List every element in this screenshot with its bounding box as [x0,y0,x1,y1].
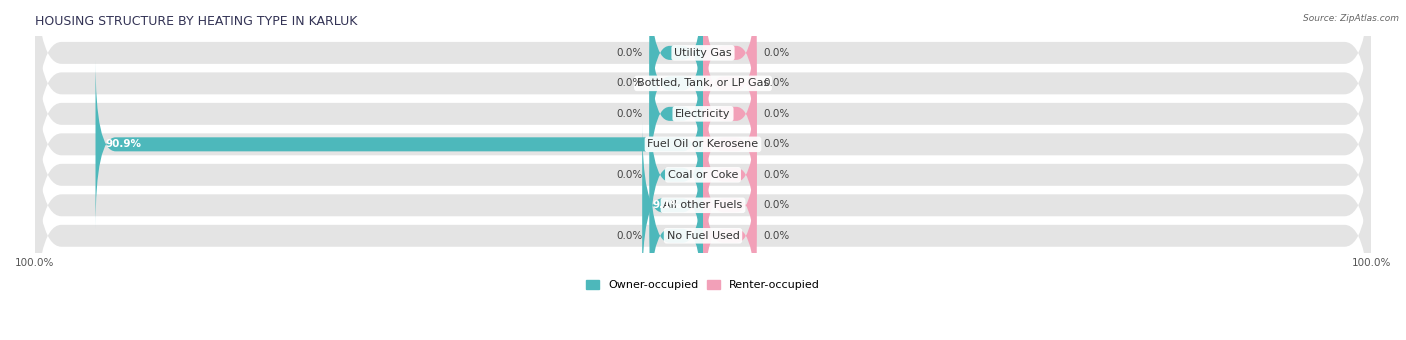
FancyBboxPatch shape [35,125,1371,340]
Text: 0.0%: 0.0% [763,200,789,210]
Text: Bottled, Tank, or LP Gas: Bottled, Tank, or LP Gas [637,78,769,88]
Text: Coal or Coke: Coal or Coke [668,170,738,180]
FancyBboxPatch shape [703,90,756,259]
FancyBboxPatch shape [35,94,1371,316]
FancyBboxPatch shape [35,33,1371,255]
Text: 0.0%: 0.0% [617,170,643,180]
Text: Electricity: Electricity [675,109,731,119]
FancyBboxPatch shape [35,0,1371,164]
FancyBboxPatch shape [703,151,756,320]
Text: 90.9%: 90.9% [105,139,142,149]
FancyBboxPatch shape [650,90,703,259]
FancyBboxPatch shape [703,0,756,168]
FancyBboxPatch shape [96,60,703,229]
FancyBboxPatch shape [35,3,1371,225]
Text: 9.1%: 9.1% [652,200,681,210]
Text: Source: ZipAtlas.com: Source: ZipAtlas.com [1303,14,1399,22]
Text: 0.0%: 0.0% [763,170,789,180]
FancyBboxPatch shape [703,29,756,198]
FancyBboxPatch shape [650,151,703,320]
FancyBboxPatch shape [35,64,1371,286]
FancyBboxPatch shape [703,0,756,137]
Text: Utility Gas: Utility Gas [675,48,731,58]
Text: 0.0%: 0.0% [763,78,789,88]
Text: 0.0%: 0.0% [763,109,789,119]
FancyBboxPatch shape [650,29,703,198]
FancyBboxPatch shape [650,0,703,168]
FancyBboxPatch shape [650,0,703,137]
Text: 0.0%: 0.0% [763,139,789,149]
Text: HOUSING STRUCTURE BY HEATING TYPE IN KARLUK: HOUSING STRUCTURE BY HEATING TYPE IN KAR… [35,15,357,28]
Text: Fuel Oil or Kerosene: Fuel Oil or Kerosene [647,139,759,149]
Text: 0.0%: 0.0% [763,48,789,58]
FancyBboxPatch shape [703,60,756,229]
FancyBboxPatch shape [643,121,703,290]
FancyBboxPatch shape [35,0,1371,194]
Legend: Owner-occupied, Renter-occupied: Owner-occupied, Renter-occupied [581,275,825,295]
Text: 0.0%: 0.0% [763,231,789,241]
Text: 0.0%: 0.0% [617,231,643,241]
Text: 0.0%: 0.0% [617,78,643,88]
Text: 0.0%: 0.0% [617,109,643,119]
FancyBboxPatch shape [703,121,756,290]
Text: All other Fuels: All other Fuels [664,200,742,210]
Text: 0.0%: 0.0% [617,48,643,58]
Text: No Fuel Used: No Fuel Used [666,231,740,241]
